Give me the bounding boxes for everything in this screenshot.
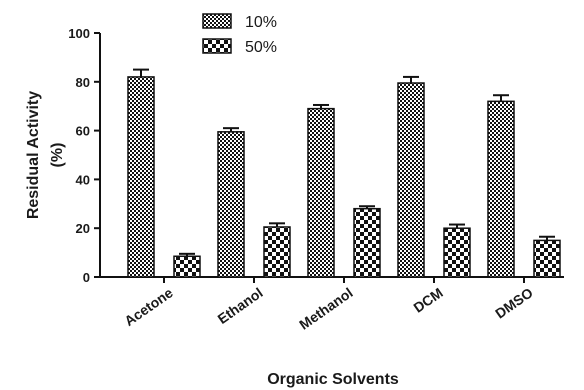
category-label-acetone: Acetone — [121, 284, 176, 329]
legend-swatch-50 — [202, 38, 232, 54]
bar-dcm-50pct — [443, 227, 471, 278]
legend-swatch-10 — [202, 13, 232, 29]
y-tick-label: 60 — [76, 124, 90, 139]
y-axis-ticks: 0 20 40 60 80 100 — [68, 26, 100, 285]
bar-acetone-10pct — [127, 76, 155, 278]
bar-dmso-50pct — [533, 239, 561, 278]
bar-ethanol-50pct — [263, 226, 291, 278]
y-axis-title-line1: Residual Activity — [25, 91, 42, 219]
bars — [127, 68, 561, 278]
legend-label-50: 50% — [245, 39, 277, 56]
y-tick-label: 40 — [76, 172, 90, 187]
y-tick-label: 100 — [68, 26, 90, 41]
bar-methanol-10pct — [307, 107, 335, 278]
bar-dmso-10pct — [487, 100, 515, 278]
legend-label-10: 10% — [245, 14, 277, 31]
category-labels: Acetone Ethanol Methanol DCM DMSO — [121, 277, 536, 333]
y-tick-label: 80 — [76, 75, 90, 90]
category-label-methanol: Methanol — [296, 284, 356, 332]
bar-dcm-10pct — [397, 82, 425, 278]
y-axis-title-line2: (%) — [49, 143, 66, 168]
category-label-dcm: DCM — [410, 284, 445, 315]
bar-ethanol-10pct — [217, 131, 245, 278]
y-tick-label: 0 — [83, 270, 90, 285]
category-label-dmso: DMSO — [492, 284, 536, 321]
x-axis-title: Organic Solvents — [267, 371, 399, 388]
category-label-ethanol: Ethanol — [214, 284, 265, 327]
bar-acetone-50pct — [173, 255, 201, 278]
legend: 10% 50% — [202, 13, 277, 56]
y-tick-label: 20 — [76, 221, 90, 236]
bar-methanol-50pct — [353, 207, 381, 278]
